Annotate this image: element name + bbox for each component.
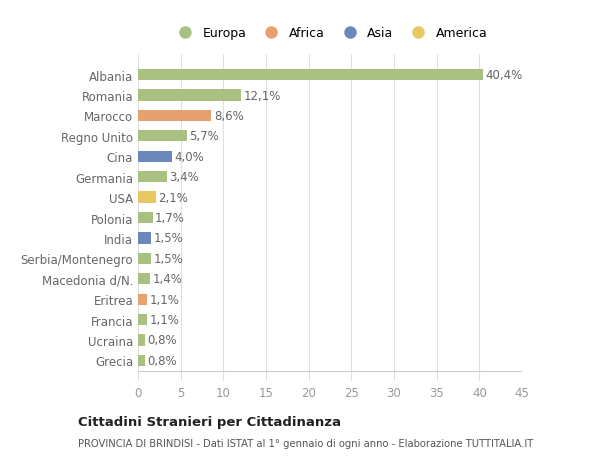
Bar bbox=[138, 172, 167, 183]
Bar bbox=[138, 274, 150, 285]
Bar bbox=[138, 131, 187, 142]
Bar bbox=[138, 294, 148, 305]
Text: 3,4%: 3,4% bbox=[170, 171, 199, 184]
Bar bbox=[138, 213, 152, 224]
Bar bbox=[138, 90, 241, 101]
Text: 1,4%: 1,4% bbox=[152, 273, 182, 285]
Bar bbox=[138, 355, 145, 366]
Text: 5,7%: 5,7% bbox=[189, 130, 219, 143]
Text: PROVINCIA DI BRINDISI - Dati ISTAT al 1° gennaio di ogni anno - Elaborazione TUT: PROVINCIA DI BRINDISI - Dati ISTAT al 1°… bbox=[78, 438, 533, 448]
Bar bbox=[138, 335, 145, 346]
Bar bbox=[138, 111, 211, 122]
Text: Cittadini Stranieri per Cittadinanza: Cittadini Stranieri per Cittadinanza bbox=[78, 415, 341, 428]
Bar bbox=[138, 70, 483, 81]
Text: 1,1%: 1,1% bbox=[150, 313, 180, 326]
Text: 1,5%: 1,5% bbox=[154, 232, 183, 245]
Bar bbox=[138, 192, 156, 203]
Text: 0,8%: 0,8% bbox=[148, 334, 177, 347]
Legend: Europa, Africa, Asia, America: Europa, Africa, Asia, America bbox=[167, 22, 493, 45]
Text: 1,7%: 1,7% bbox=[155, 212, 185, 224]
Text: 1,5%: 1,5% bbox=[154, 252, 183, 265]
Bar bbox=[138, 314, 148, 325]
Text: 0,8%: 0,8% bbox=[148, 354, 177, 367]
Text: 1,1%: 1,1% bbox=[150, 293, 180, 306]
Text: 2,1%: 2,1% bbox=[158, 191, 188, 204]
Bar bbox=[138, 233, 151, 244]
Text: 12,1%: 12,1% bbox=[244, 90, 281, 102]
Text: 40,4%: 40,4% bbox=[485, 69, 523, 82]
Text: 4,0%: 4,0% bbox=[175, 151, 205, 163]
Bar bbox=[138, 151, 172, 162]
Text: 8,6%: 8,6% bbox=[214, 110, 244, 123]
Bar bbox=[138, 253, 151, 264]
